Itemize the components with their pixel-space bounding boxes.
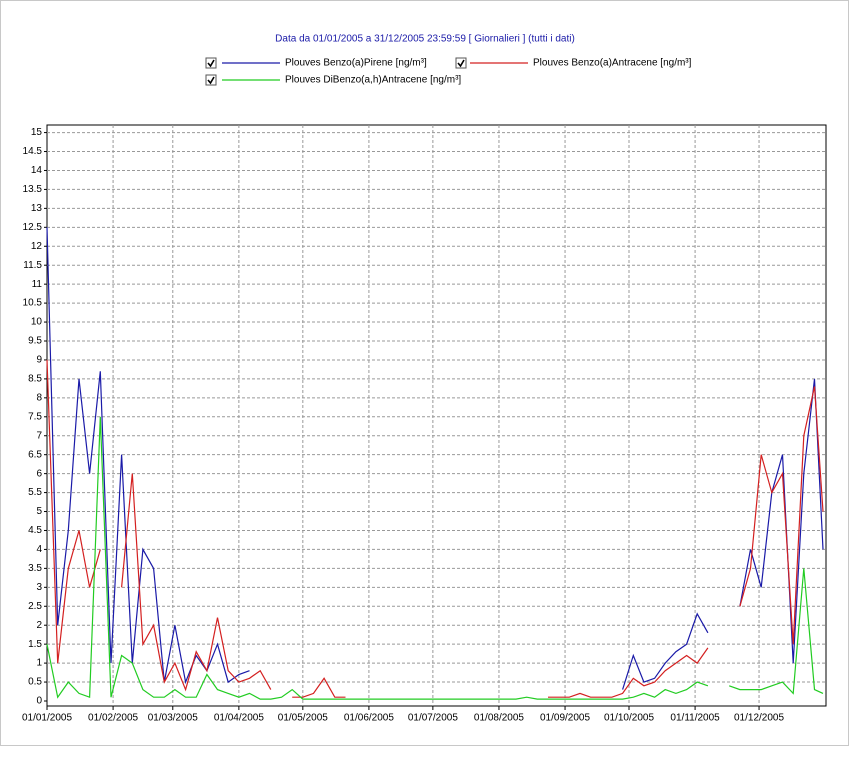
legend-item: Plouves DiBenzo(a,h)Antracene [ng/m³] [205,74,461,86]
y-tick-label: 10 [31,317,43,328]
x-tick-label: 01/08/2005 [474,713,524,724]
y-tick-label: 14.5 [23,146,43,157]
y-tick-label: 0 [36,696,42,707]
y-tick-label: 10.5 [23,298,43,309]
legend-label: Plouves DiBenzo(a,h)Antracene [ng/m³] [285,75,461,86]
y-tick-label: 4 [36,544,42,555]
y-tick-label: 5 [36,506,42,517]
plot-area: 00.511.522.533.544.555.566.577.588.599.5… [22,124,827,724]
y-tick-label: 2.5 [28,601,42,612]
x-tick-label: 01/11/2005 [670,713,720,724]
legend: Plouves Benzo(a)Pirene [ng/m³] Plouves Be… [205,57,692,86]
legend-checkbox[interactable] [455,57,467,69]
plot-frame [46,124,827,707]
y-tick-label: 9 [36,355,42,366]
chart-title: Data da 01/01/2005 a 31/12/2005 23:59:59… [275,34,575,45]
y-tick-label: 11.5 [23,260,42,271]
x-tick-label: 01/09/2005 [540,713,590,724]
x-tick-label: 01/10/2005 [604,713,654,724]
checkmark[interactable] [457,59,465,68]
legend-label: Plouves Benzo(a)Pirene [ng/m³] [285,58,427,69]
y-tick-label: 6 [36,468,42,479]
x-tick-label: 01/01/2005 [22,713,72,724]
x-tick-label: 01/02/2005 [88,713,138,724]
x-tick-label: 01/06/2005 [344,713,394,724]
y-tick-label: 1 [36,658,42,669]
y-tick-label: 13 [31,203,43,214]
series-line [46,416,824,700]
y-tick-label: 13.5 [23,184,43,195]
x-tick-label: 01/03/2005 [148,713,198,724]
y-tick-label: 9.5 [28,336,42,347]
x-tick-label: 01/12/2005 [734,713,784,724]
y-tick-label: 8.5 [28,374,42,385]
y-tick-label: 12.5 [23,222,43,233]
legend-label: Plouves Benzo(a)Antracene [ng/m³] [533,58,692,69]
y-tick-label: 12 [31,241,43,252]
y-tick-label: 3 [36,582,42,593]
y-tick-label: 15 [31,127,43,138]
y-tick-label: 7 [36,430,42,441]
x-tick-label: 01/07/2005 [408,713,458,724]
x-tick-label: 01/04/2005 [214,713,264,724]
y-tick-label: 8 [36,392,42,403]
legend-checkbox[interactable] [205,57,217,69]
y-tick-label: 6.5 [28,449,42,460]
checkmark[interactable] [207,76,215,85]
legend-item: Plouves Benzo(a)Pirene [ng/m³] [205,57,427,69]
series-line [46,227,824,690]
legend-item: Plouves Benzo(a)Antracene [ng/m³] [455,57,692,69]
y-tick-label: 11 [32,279,43,290]
series-line [46,359,824,698]
y-tick-label: 14 [31,165,43,176]
y-tick-label: 4.5 [28,525,42,536]
y-tick-label: 0.5 [28,677,42,688]
y-tick-label: 5.5 [28,487,42,498]
x-tick-label: 01/05/2005 [278,713,328,724]
checkmark[interactable] [207,59,215,68]
y-tick-label: 2 [36,620,42,631]
legend-checkbox[interactable] [205,74,217,86]
y-tick-label: 1.5 [28,639,42,650]
y-tick-label: 7.5 [28,411,42,422]
y-tick-label: 3.5 [28,563,42,574]
